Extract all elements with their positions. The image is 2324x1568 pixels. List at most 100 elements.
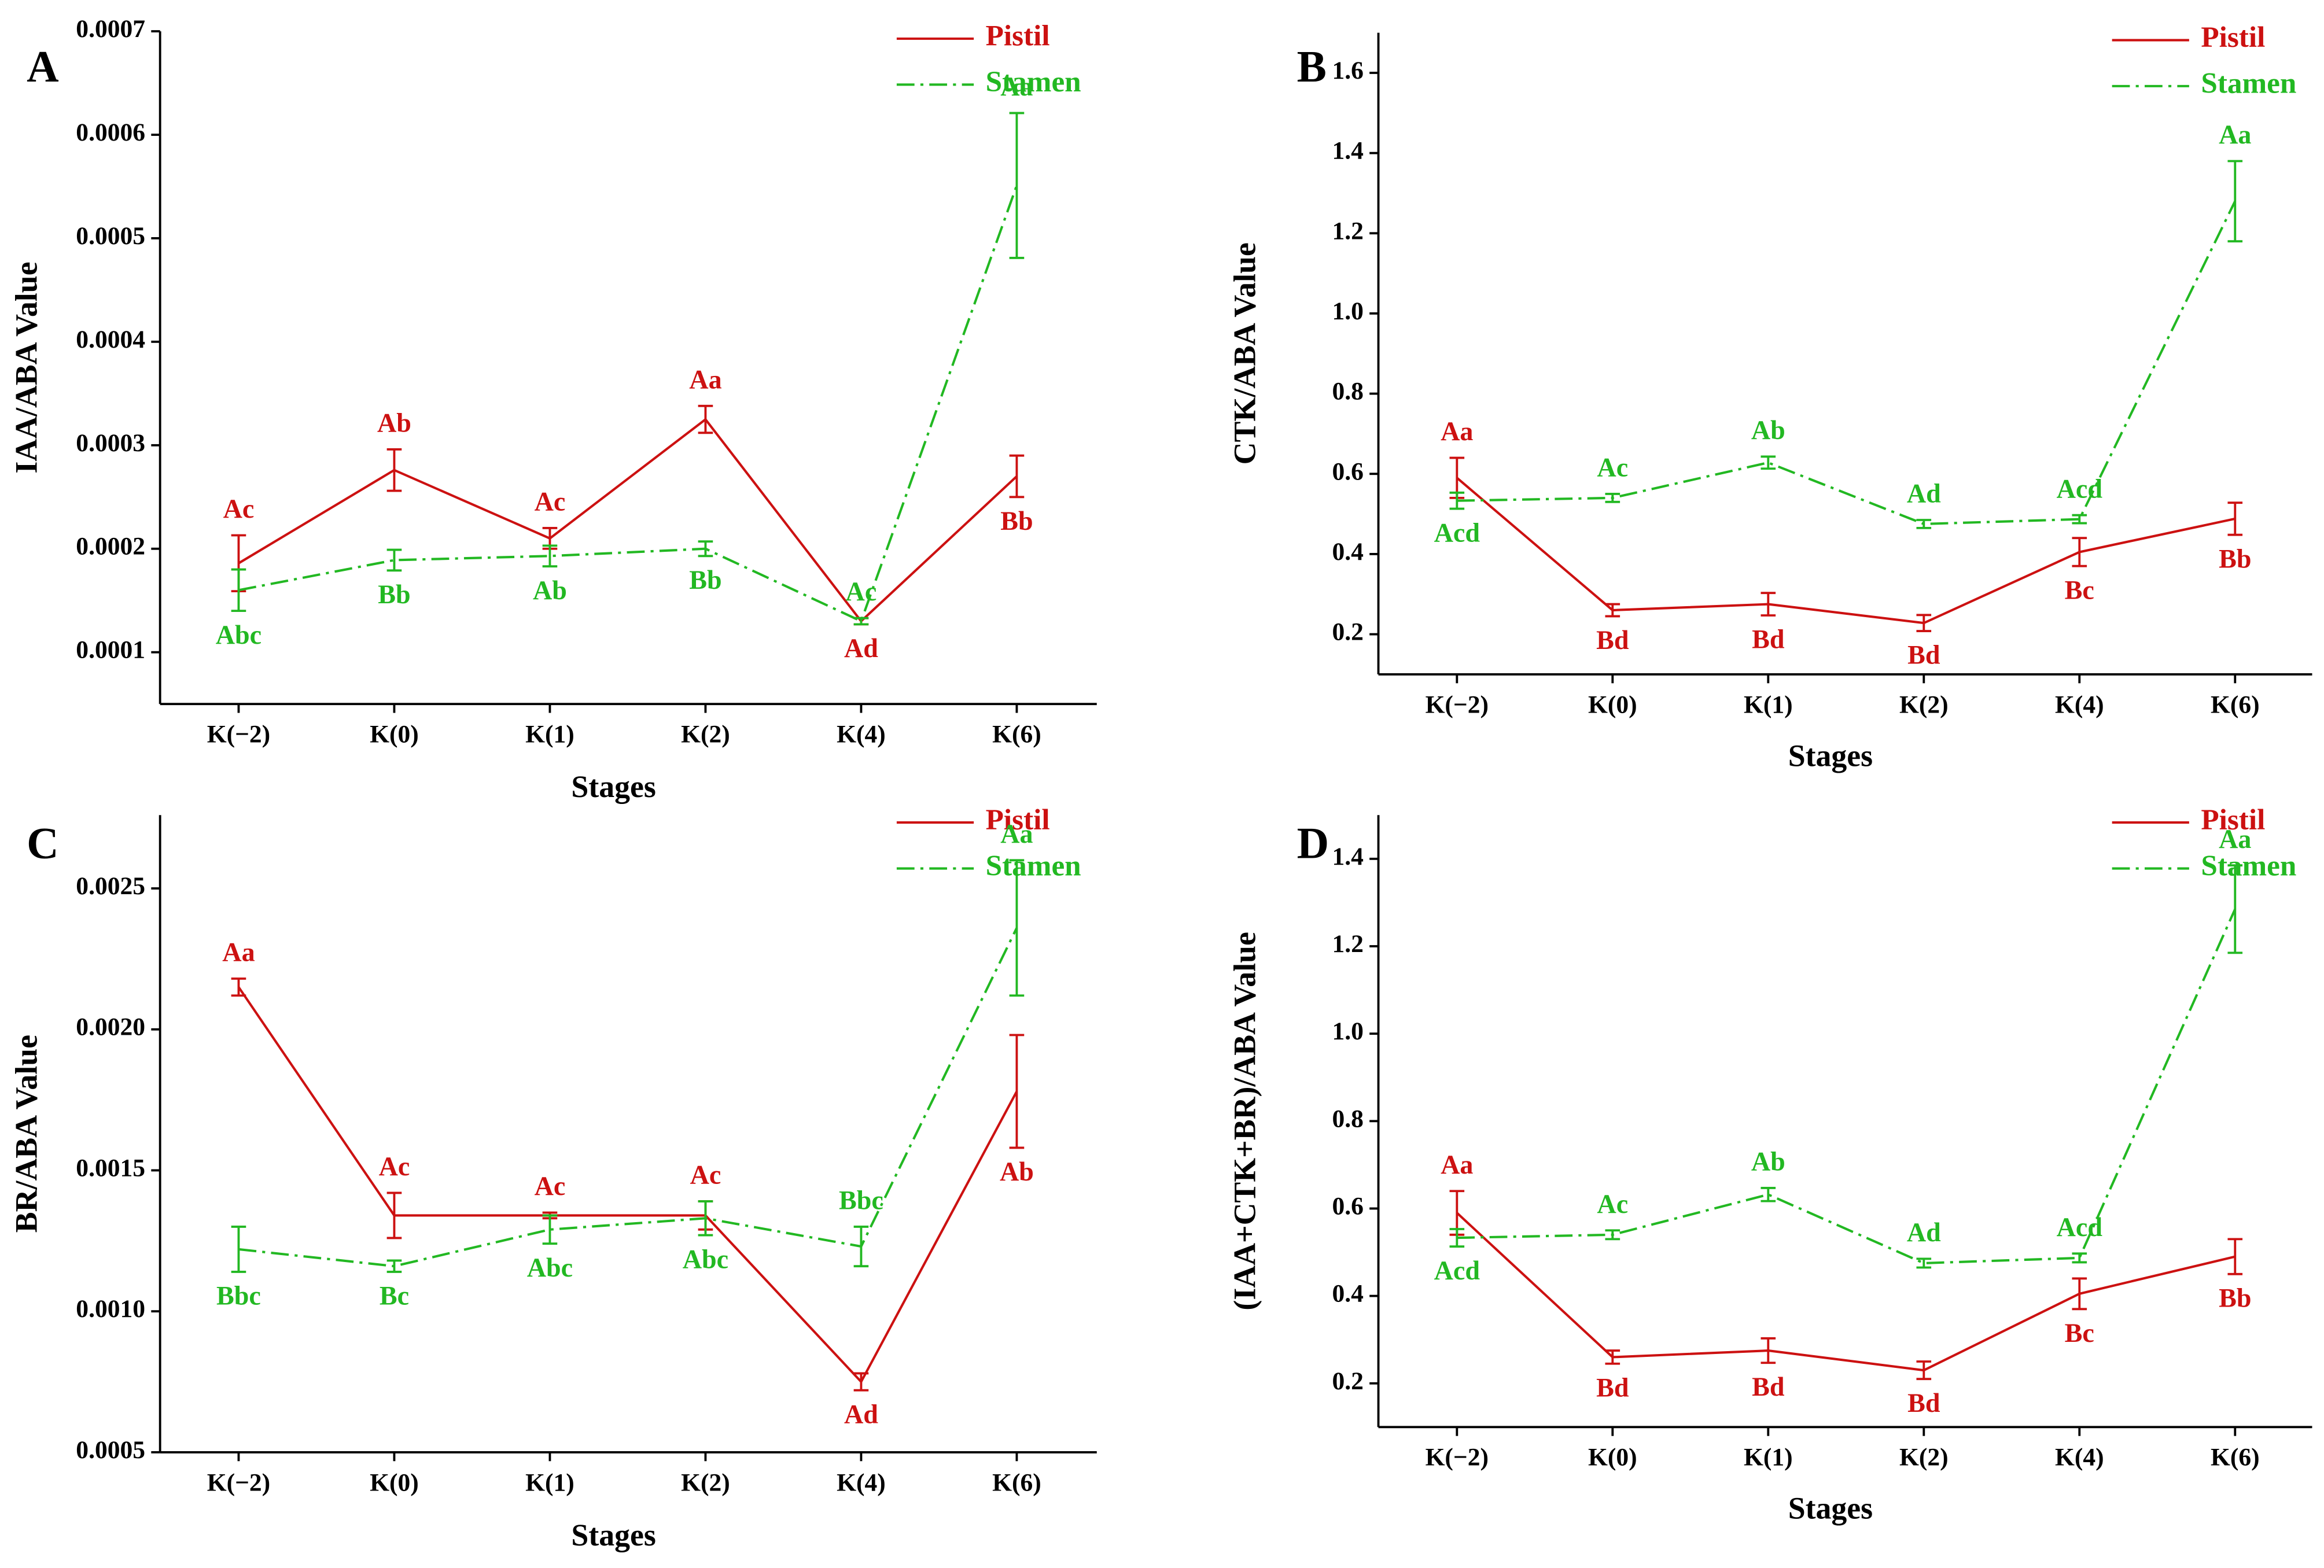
significance-label: Acd xyxy=(1434,1256,1480,1285)
y-tick-label: 1.2 xyxy=(1332,930,1363,958)
error-bar xyxy=(2227,864,2243,954)
error-bar xyxy=(1009,859,1025,997)
x-axis-label: Stages xyxy=(571,769,655,804)
error-bar xyxy=(386,1259,402,1273)
x-tick-label: K(−2) xyxy=(1426,691,1489,718)
error-bar xyxy=(1449,1228,1465,1248)
y-tick-label: 1.0 xyxy=(1332,297,1363,325)
significance-label: Bd xyxy=(1596,1373,1629,1402)
y-tick-label: 0.0005 xyxy=(76,222,145,250)
y-tick-label: 1.4 xyxy=(1332,137,1363,165)
error-bar xyxy=(386,1191,402,1239)
significance-label: Aa xyxy=(1000,72,1033,101)
error-bar xyxy=(698,540,713,558)
error-bar xyxy=(2227,160,2243,243)
significance-label: Aa xyxy=(2219,824,2251,854)
x-tick-label: K(1) xyxy=(525,1469,574,1496)
y-tick-label: 0.0005 xyxy=(76,1436,145,1464)
significance-label: Ad xyxy=(844,633,878,663)
error-bar xyxy=(1605,1349,1620,1365)
y-tick-label: 0.0010 xyxy=(76,1295,145,1323)
panel-letter: B xyxy=(1297,42,1327,91)
x-tick-label: K(2) xyxy=(681,721,730,748)
significance-label: Ac xyxy=(1597,1189,1628,1219)
series-line xyxy=(238,418,1018,623)
significance-label: Bc xyxy=(2065,1318,2094,1348)
error-bar xyxy=(1761,1337,1776,1364)
significance-label: Acd xyxy=(1434,518,1480,547)
error-bar xyxy=(542,1214,558,1245)
y-tick-label: 0.6 xyxy=(1332,458,1363,485)
significance-label: Abc xyxy=(216,620,262,650)
y-tick-label: 0.0015 xyxy=(76,1154,145,1182)
legend-label: Stamen xyxy=(2201,67,2296,100)
y-tick-label: 0.0004 xyxy=(76,326,145,353)
y-tick-label: 0.0007 xyxy=(76,15,145,43)
y-tick-label: 0.0020 xyxy=(76,1013,145,1041)
x-tick-label: K(2) xyxy=(1899,691,1949,718)
significance-label: Aa xyxy=(222,938,255,967)
y-tick-label: 0.6 xyxy=(1332,1192,1363,1220)
error-bar xyxy=(1009,454,1025,499)
error-bar xyxy=(2072,537,2087,567)
series-line xyxy=(1457,200,2237,525)
x-tick-label: K(0) xyxy=(370,721,419,748)
significance-label: Aa xyxy=(2219,120,2251,149)
y-axis-label: IAA/ABA Value xyxy=(9,262,44,474)
error-bar xyxy=(1916,1360,1932,1381)
legend-label: Stamen xyxy=(2201,849,2296,882)
significance-label: Ac xyxy=(535,487,566,516)
series-line xyxy=(1456,1212,2235,1372)
error-bar xyxy=(853,1226,869,1268)
x-tick-label: K(−2) xyxy=(1426,1444,1489,1471)
error-bar xyxy=(853,1372,869,1392)
x-axis-label: Stages xyxy=(571,1518,655,1552)
significance-label: Ac xyxy=(223,494,255,523)
y-tick-label: 0.4 xyxy=(1332,538,1363,566)
error-bar xyxy=(386,548,402,572)
y-tick-label: 1.2 xyxy=(1332,217,1363,245)
y-tick-label: 0.8 xyxy=(1332,1105,1363,1132)
y-tick-label: 0.2 xyxy=(1332,618,1363,646)
legend-label: Stamen xyxy=(986,65,1081,98)
error-bar xyxy=(1916,519,1932,529)
error-bar xyxy=(1761,592,1776,617)
panel-letter: C xyxy=(27,818,59,868)
error-bar xyxy=(542,544,558,568)
error-bar xyxy=(2072,514,2087,525)
y-tick-label: 1.4 xyxy=(1332,843,1363,870)
legend-label: Pistil xyxy=(2201,803,2265,836)
significance-label: Ad xyxy=(1907,1217,1941,1247)
significance-label: Aa xyxy=(1441,1150,1473,1179)
x-tick-label: K(6) xyxy=(2211,691,2260,718)
error-bar xyxy=(1449,491,1465,510)
significance-label: Ab xyxy=(533,575,567,605)
error-bar xyxy=(698,404,713,434)
error-bar xyxy=(1916,1257,1932,1269)
significance-label: Abc xyxy=(683,1244,728,1274)
y-tick-label: 1.0 xyxy=(1332,1017,1363,1045)
y-tick-label: 1.6 xyxy=(1332,57,1363,84)
significance-label: Bb xyxy=(689,565,721,595)
x-tick-label: K(1) xyxy=(1744,691,1793,718)
series-line xyxy=(1457,908,2237,1265)
x-tick-label: K(6) xyxy=(992,1469,1041,1496)
y-axis-label: CTK/ABA Value xyxy=(1227,242,1262,464)
significance-label: Aa xyxy=(689,364,721,394)
error-bar xyxy=(1009,1034,1025,1149)
significance-label: Bd xyxy=(1907,640,1940,670)
y-tick-label: 0.0002 xyxy=(76,533,145,560)
significance-label: Bbc xyxy=(839,1186,883,1215)
significance-label: Acd xyxy=(2057,1212,2103,1242)
error-bar xyxy=(1605,493,1620,503)
significance-label: Ab xyxy=(1751,415,1785,445)
x-tick-label: K(4) xyxy=(837,721,886,748)
y-tick-label: 0.0006 xyxy=(76,119,145,146)
error-bar xyxy=(2072,1252,2087,1264)
significance-label: Bc xyxy=(2065,575,2094,604)
error-bar xyxy=(1605,1229,1620,1241)
error-bar xyxy=(231,568,246,613)
significance-label: Bb xyxy=(1000,506,1033,536)
